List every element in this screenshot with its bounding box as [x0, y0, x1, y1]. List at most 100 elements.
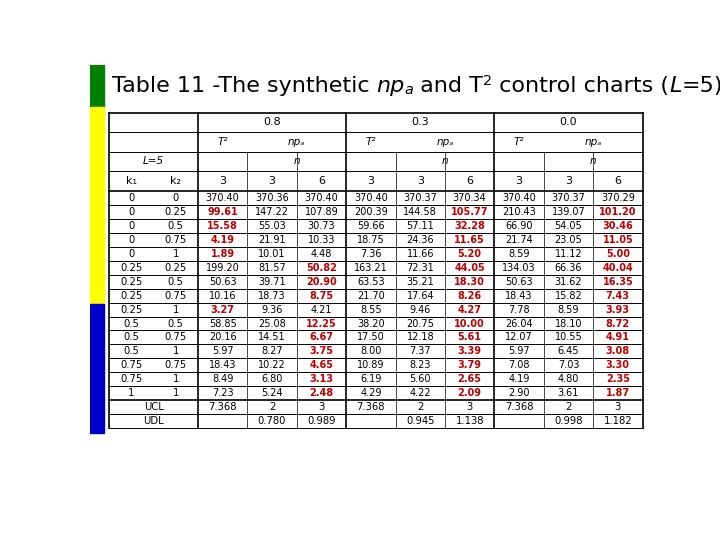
Text: 101.20: 101.20	[599, 207, 636, 217]
Text: 5.61: 5.61	[458, 333, 482, 342]
Text: 2: 2	[483, 75, 492, 89]
Text: 17.50: 17.50	[357, 333, 384, 342]
Text: 30.73: 30.73	[307, 221, 336, 231]
Text: L: L	[670, 76, 682, 96]
Text: 8.00: 8.00	[360, 347, 382, 356]
Text: 0.25: 0.25	[165, 207, 187, 217]
Text: 3: 3	[467, 402, 473, 413]
Text: 2.48: 2.48	[310, 388, 333, 399]
Text: 139.07: 139.07	[552, 207, 585, 217]
Text: 7.37: 7.37	[410, 347, 431, 356]
Text: 7.368: 7.368	[505, 402, 534, 413]
Text: 21.74: 21.74	[505, 235, 533, 245]
Text: 1: 1	[173, 305, 179, 314]
Text: 8.23: 8.23	[410, 360, 431, 370]
Text: 10.55: 10.55	[554, 333, 582, 342]
Text: 0: 0	[128, 221, 135, 231]
Text: 2: 2	[565, 402, 572, 413]
Bar	[90, 65, 104, 107]
Text: 12.18: 12.18	[407, 333, 434, 342]
Text: 99.61: 99.61	[207, 207, 238, 217]
Text: npₐ: npₐ	[585, 137, 602, 147]
Text: 20.75: 20.75	[406, 319, 434, 328]
Text: 63.53: 63.53	[357, 276, 384, 287]
Text: 18.75: 18.75	[357, 235, 384, 245]
Text: 10.16: 10.16	[209, 291, 236, 301]
Text: 50.63: 50.63	[209, 276, 236, 287]
Text: 0.3: 0.3	[411, 117, 429, 127]
Text: 0.5: 0.5	[168, 319, 184, 328]
Text: 1: 1	[128, 388, 135, 399]
Text: 144.58: 144.58	[403, 207, 437, 217]
Text: np: np	[377, 76, 405, 96]
Text: 4.27: 4.27	[458, 305, 482, 314]
Text: 38.20: 38.20	[357, 319, 384, 328]
Text: 10.00: 10.00	[454, 319, 485, 328]
Text: 10.33: 10.33	[307, 235, 336, 245]
Text: 4.29: 4.29	[360, 388, 382, 399]
Text: 3.93: 3.93	[606, 305, 630, 314]
Text: UCL: UCL	[144, 402, 163, 413]
Text: 7.368: 7.368	[208, 402, 237, 413]
Text: 30.46: 30.46	[603, 221, 634, 231]
Text: 59.66: 59.66	[357, 221, 384, 231]
Text: 0.0: 0.0	[559, 117, 577, 127]
Text: 57.11: 57.11	[406, 221, 434, 231]
Text: 0: 0	[173, 193, 179, 203]
Text: 134.03: 134.03	[503, 262, 536, 273]
Text: k₂: k₂	[171, 176, 181, 186]
Text: 50.82: 50.82	[306, 262, 337, 273]
Text: 0.75: 0.75	[165, 333, 187, 342]
Text: 8.55: 8.55	[360, 305, 382, 314]
Text: 0.75: 0.75	[120, 360, 143, 370]
Text: L=5: L=5	[143, 157, 164, 166]
Text: 3: 3	[318, 402, 325, 413]
Text: 0.998: 0.998	[554, 416, 582, 426]
Text: 7.03: 7.03	[558, 360, 579, 370]
Text: 0.75: 0.75	[165, 360, 187, 370]
Text: 0.989: 0.989	[307, 416, 336, 426]
Text: 147.22: 147.22	[255, 207, 289, 217]
Text: 2: 2	[269, 402, 275, 413]
Text: 17.64: 17.64	[407, 291, 434, 301]
Text: T²: T²	[514, 137, 524, 147]
Text: 8.59: 8.59	[508, 249, 530, 259]
Text: 1: 1	[173, 388, 179, 399]
Text: 32.28: 32.28	[454, 221, 485, 231]
Text: 0.25: 0.25	[120, 276, 143, 287]
Text: 10.89: 10.89	[357, 360, 384, 370]
Text: 18.43: 18.43	[505, 291, 533, 301]
Text: 1.89: 1.89	[210, 249, 235, 259]
Text: 35.21: 35.21	[406, 276, 434, 287]
Text: UDL: UDL	[143, 416, 164, 426]
Text: 0.780: 0.780	[258, 416, 287, 426]
Text: 0.8: 0.8	[264, 117, 281, 127]
Text: 24.36: 24.36	[407, 235, 434, 245]
Text: 4.48: 4.48	[311, 249, 332, 259]
Text: 8.75: 8.75	[310, 291, 333, 301]
Text: 15.82: 15.82	[554, 291, 582, 301]
Text: 0.5: 0.5	[168, 276, 184, 287]
Text: 1.138: 1.138	[456, 416, 484, 426]
Text: 0.25: 0.25	[120, 291, 143, 301]
Text: 3.13: 3.13	[310, 374, 333, 384]
Text: 66.90: 66.90	[505, 221, 533, 231]
Text: 31.62: 31.62	[554, 276, 582, 287]
Text: 50.63: 50.63	[505, 276, 533, 287]
Text: 12.07: 12.07	[505, 333, 533, 342]
Text: n: n	[590, 157, 596, 166]
Text: 6.19: 6.19	[360, 374, 382, 384]
Text: 370.40: 370.40	[354, 193, 388, 203]
Text: 4.19: 4.19	[508, 374, 530, 384]
Text: 16.35: 16.35	[603, 276, 634, 287]
Text: 66.36: 66.36	[554, 262, 582, 273]
Text: n: n	[294, 157, 300, 166]
Text: 3.30: 3.30	[606, 360, 630, 370]
Text: 11.66: 11.66	[407, 249, 434, 259]
Text: =5): =5)	[682, 76, 720, 96]
Text: 0.5: 0.5	[124, 319, 140, 328]
Text: 54.05: 54.05	[554, 221, 582, 231]
Text: 5.97: 5.97	[212, 347, 233, 356]
Text: 370.40: 370.40	[502, 193, 536, 203]
Text: 72.31: 72.31	[406, 262, 434, 273]
